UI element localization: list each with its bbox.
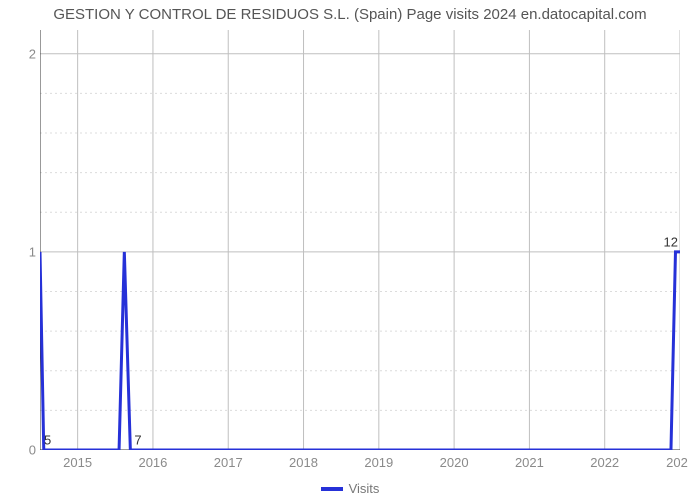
y-tick-label: 2 [6,46,36,61]
x-tick-label: 2018 [289,455,318,470]
x-tick-label: 2020 [440,455,469,470]
series-point-label: 7 [134,433,141,448]
x-tick-label: 2019 [364,455,393,470]
series-point-label: 5 [44,433,51,448]
x-tick-label: 2017 [214,455,243,470]
chart-title: GESTION Y CONTROL DE RESIDUOS S.L. (Spai… [0,6,700,23]
legend-label: Visits [349,481,380,496]
series-point-label: 12 [664,234,678,249]
chart-svg [40,30,680,450]
series-line [40,252,680,450]
y-tick-label: 1 [6,244,36,259]
y-tick-label: 0 [6,443,36,458]
x-tick-label: 2016 [138,455,167,470]
x-tick-label: 2022 [590,455,619,470]
chart-container: GESTION Y CONTROL DE RESIDUOS S.L. (Spai… [0,0,700,500]
legend: Visits [0,480,700,496]
legend-swatch [321,487,343,491]
plot-area [40,30,680,450]
x-tick-label: 2015 [63,455,92,470]
x-tick-label: 2021 [515,455,544,470]
x-tick-label-end: 202 [666,455,688,470]
